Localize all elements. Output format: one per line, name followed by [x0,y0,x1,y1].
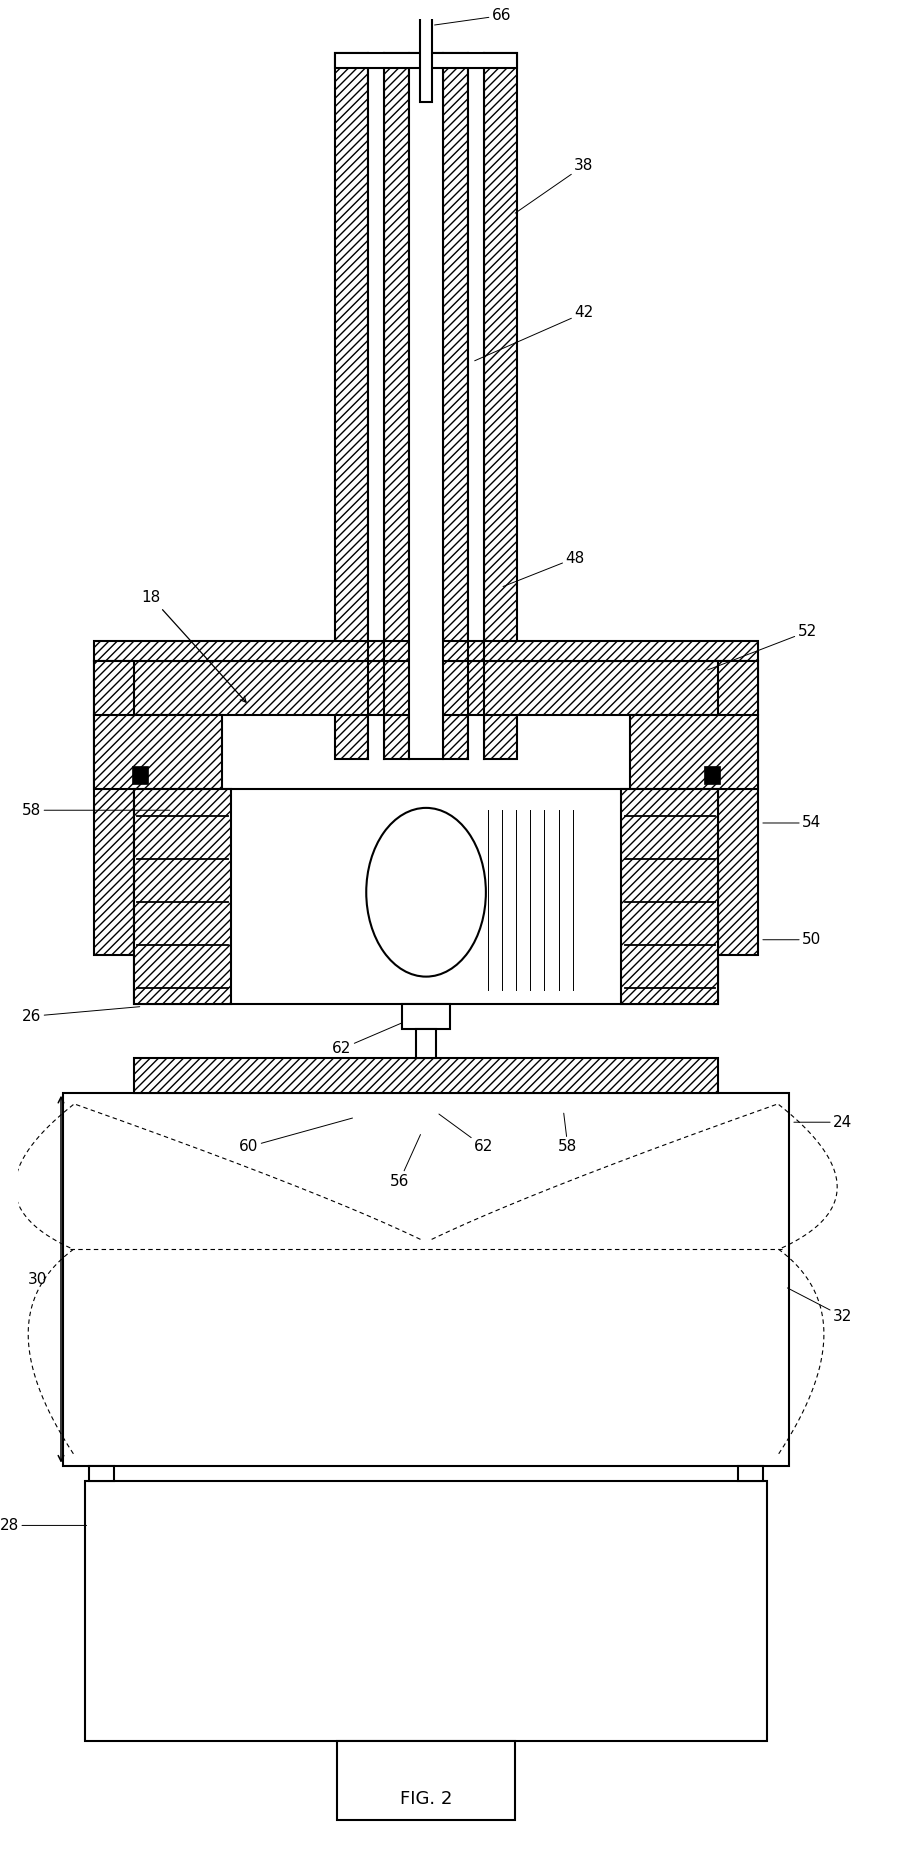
Text: 38: 38 [515,157,593,213]
Text: FIG. 2: FIG. 2 [400,1791,452,1808]
Ellipse shape [366,807,485,976]
Text: 50: 50 [763,932,821,946]
Bar [443,54,468,759]
Bar [338,1741,515,1821]
Text: 28: 28 [0,1519,87,1533]
Bar [90,1465,114,1482]
Bar [718,661,759,956]
Bar [409,54,443,759]
Bar [420,11,432,102]
Bar [368,54,384,759]
Bar [134,789,718,1004]
Text: 54: 54 [763,815,821,830]
Text: 62: 62 [332,1019,414,1056]
Bar [85,1482,767,1741]
Bar [335,54,517,67]
Bar [94,661,759,715]
Text: 42: 42 [474,306,593,361]
Text: 48: 48 [503,550,584,587]
Bar [94,715,222,789]
Bar [738,1465,762,1482]
Text: 58: 58 [558,1113,578,1154]
Text: 24: 24 [794,1115,852,1130]
Text: 52: 52 [708,624,817,670]
Text: 56: 56 [390,1135,421,1189]
Text: 58: 58 [22,802,170,819]
Bar [94,661,134,956]
Text: 30: 30 [29,1272,48,1287]
Bar [416,1030,436,1059]
Bar [402,1004,450,1030]
Text: 60: 60 [239,1119,353,1154]
Text: 32: 32 [787,1287,852,1324]
Bar [468,54,484,759]
Text: 66: 66 [435,7,511,24]
Bar [704,767,720,783]
Bar [629,715,759,789]
Text: 26: 26 [22,1007,139,1024]
Bar [335,54,368,759]
Text: 62: 62 [439,1115,493,1154]
Bar [94,641,759,661]
Bar [132,767,148,783]
Bar [134,1059,718,1093]
Bar [384,54,409,759]
Bar [134,789,231,1004]
Text: 18: 18 [142,589,246,702]
Bar [621,789,718,1004]
Bar [484,54,517,759]
Bar [63,1093,789,1465]
